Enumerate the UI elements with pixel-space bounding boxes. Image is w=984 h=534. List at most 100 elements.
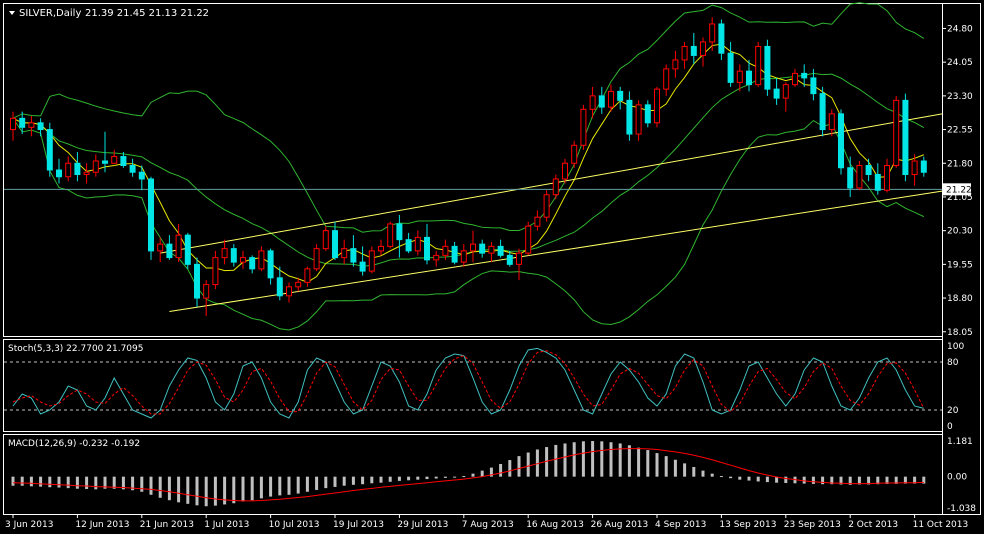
macd-histogram-bar [167,476,171,501]
candle-up [341,248,348,259]
price-axis-ticks: 24.80 24.05 23.30 22.55 21.80 21.05 20.30 19.55… [942,24,973,338]
macd-histogram-bar [609,442,613,477]
macd-histogram-bar [361,476,365,485]
candle-up [240,257,246,263]
macd-histogram-bar [204,476,208,507]
price-tick-label: 18.05 [947,328,973,338]
macd-histogram-bar [489,467,493,477]
candle-up [92,160,99,173]
time-tick-label: 2 Oct 2013 [848,520,898,530]
candle-down [230,248,237,263]
macd-histogram-bar [857,476,861,485]
candle-down [626,99,633,135]
candle-down [194,263,200,299]
time-tick-label: 26 Aug 2013 [591,520,649,530]
ohlc-readout: 21.39 21.45 21.13 21.22 [85,8,209,19]
macd-histogram-bar [407,476,411,481]
macd-histogram-bar [655,453,659,477]
time-tick-label: 4 Sep 2013 [655,520,706,530]
candle-up [571,144,578,164]
candle-down [166,243,173,259]
macd-histogram-bar [821,476,825,485]
time-axis: 3 Jun 2013 12 Jun 2013 21 Jun 2013 1 Jul 20… [5,514,968,530]
macd-histogram-bar [526,452,530,477]
macd-histogram-bar [425,476,429,480]
candle-up [893,99,900,167]
candle-down [19,117,26,128]
candle-up [258,250,265,270]
candle-up [175,234,182,259]
macd-histogram-bar [131,476,135,491]
channel-upper-line [160,113,943,254]
macd-histogram-bar [250,476,254,501]
candle-up [608,90,614,108]
macd-histogram-bar [618,443,622,477]
candle-up [433,254,440,261]
macd-histogram-bar [646,450,650,477]
candle-down [267,250,274,279]
macd-histogram-bar [683,463,687,477]
macd-histogram-bar [581,441,585,477]
candle-down [184,234,191,265]
macd-histogram-bar [876,476,880,485]
candle-up [212,257,219,286]
candle-down [350,248,357,263]
chart-header[interactable]: SILVER,Daily 21.39 21.45 21.13 21.22 [9,8,209,19]
candle-up [460,250,467,263]
stoch-tick-label: 80 [947,358,959,368]
macd-histogram-bar [305,476,309,492]
candle-down [120,156,127,167]
macd-signal-line [12,448,924,502]
candle-down [479,243,486,254]
candle-up [856,165,863,189]
macd-histogram-bar [370,476,374,484]
macd-histogram-bar [29,476,33,487]
macd-histogram-bar [443,476,447,478]
candle-up [709,23,716,43]
candle-up [286,286,292,297]
macd-histogram-bar [839,476,843,485]
candle-up [700,41,706,56]
macd-histogram-bar [867,476,871,485]
macd-histogram-bar [140,476,144,492]
macd-histogram-bar [508,460,512,477]
macd-histogram-bar [85,476,89,490]
macd-histogram-bar [664,456,668,477]
macd-tick-label: 1.181 [947,437,973,447]
macd-histogram-bar [434,476,438,479]
time-tick-label: 16 Aug 2013 [526,520,584,530]
price-tick-label: 21.80 [947,159,973,169]
macd-histogram-bar [747,476,751,481]
macd-histogram-bar [333,476,337,487]
time-tick-label: 21 Jun 2013 [140,520,194,530]
macd-histogram-bar [75,476,79,489]
macd-histogram-bar [729,476,733,479]
price-tick-label: 21.05 [947,193,973,203]
bollinger-lower-line [12,118,925,331]
candle-down [56,169,62,178]
macd-histogram-bar [259,476,263,499]
macd-histogram-bar [57,476,61,488]
candle-down [819,93,826,131]
current-price-label: 21.22 [946,185,972,195]
candle-up [65,162,72,178]
candle-up [488,245,495,254]
candle-up [304,268,311,283]
candle-down [746,70,752,86]
candle-up [911,160,918,175]
macd-histogram-bar [103,476,107,489]
macd-histogram-bar [765,476,769,483]
candle-down [102,160,108,164]
candle-down [276,277,283,297]
macd-histogram-bar [213,476,217,506]
triangle-down-icon[interactable] [9,11,15,15]
candle-up [368,250,375,272]
time-tick-label: 12 Jun 2013 [75,520,129,530]
macd-histogram-bar [673,459,677,477]
candle-up [736,70,743,83]
macd-histogram-bar [480,470,484,477]
candle-up [387,223,394,247]
symbol-label: SILVER,Daily [19,8,81,19]
candle-up [295,281,302,288]
